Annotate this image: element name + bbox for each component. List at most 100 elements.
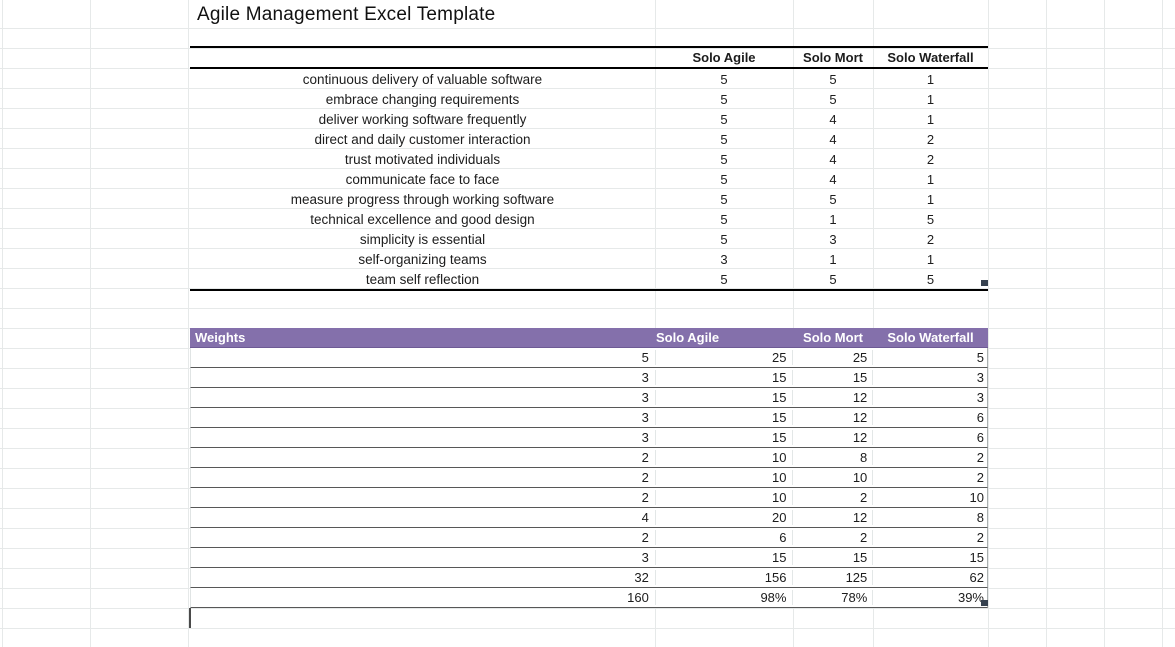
solo-agile-score-cell[interactable]: 5	[720, 151, 728, 167]
solo-agile-weighted-cell[interactable]: 15	[654, 550, 793, 565]
solo-agile-score-cell[interactable]: 5	[720, 231, 728, 247]
solo-waterfall-score-cell[interactable]: 1	[926, 171, 935, 187]
solo-agile-weighted-cell[interactable]: 10	[654, 470, 793, 485]
solo-waterfall-score-cell[interactable]: 5	[926, 211, 935, 227]
solo-waterfall-score-cell[interactable]: 1	[926, 251, 935, 267]
solo-waterfall-weighted-cell[interactable]: 3	[872, 370, 987, 385]
solo-mort-weighted-cell[interactable]: 12	[792, 510, 872, 525]
fill-handle-scores[interactable]	[981, 280, 988, 286]
col-header-solo-waterfall[interactable]: Solo Waterfall	[887, 50, 974, 65]
solo-agile-weighted-cell[interactable]: 15	[654, 370, 793, 385]
solo-agile-score-cell[interactable]: 5	[720, 171, 728, 187]
solo-agile-score-cell[interactable]: 5	[720, 111, 728, 127]
weight-cell[interactable]: 2	[641, 530, 649, 545]
solo-waterfall-weighted-cell[interactable]: 6	[872, 430, 987, 445]
criterion-cell[interactable]: measure progress through working softwar…	[290, 191, 555, 207]
solo-mort-score-cell[interactable]: 4	[829, 171, 837, 187]
weight-cell[interactable]: 3	[641, 390, 649, 405]
solo-mort-score-cell[interactable]: 1	[829, 251, 837, 267]
solo-waterfall-score-cell[interactable]: 2	[926, 231, 935, 247]
criterion-cell[interactable]: simplicity is essential	[359, 231, 486, 247]
criterion-cell[interactable]: team self reflection	[365, 271, 480, 287]
solo-mort-score-cell[interactable]: 5	[829, 71, 837, 87]
weights-col-header-solo-mort[interactable]: Solo Mort	[803, 330, 863, 345]
col-header-solo-agile[interactable]: Solo Agile	[692, 50, 756, 65]
solo-agile-weighted-cell[interactable]: 15	[654, 430, 793, 445]
criterion-cell[interactable]: embrace changing requirements	[325, 91, 520, 107]
solo-mort-weighted-cell[interactable]: 15	[792, 370, 872, 385]
weight-cell[interactable]: 5	[641, 350, 649, 365]
solo-agile-weighted-cell[interactable]: 15	[654, 410, 793, 425]
criterion-cell[interactable]: trust motivated individuals	[344, 151, 501, 167]
solo-agile-weighted-cell[interactable]: 98%	[654, 590, 793, 605]
weight-cell[interactable]: 3	[641, 410, 649, 425]
weight-cell[interactable]: 3	[641, 550, 649, 565]
solo-waterfall-weighted-cell[interactable]: 39%	[872, 590, 987, 605]
solo-waterfall-score-cell[interactable]: 1	[926, 111, 935, 127]
solo-waterfall-weighted-cell[interactable]: 62	[872, 570, 987, 585]
solo-mort-weighted-cell[interactable]: 10	[792, 470, 872, 485]
weights-header-cell[interactable]: Weights	[195, 330, 246, 345]
criterion-cell[interactable]: direct and daily customer interaction	[314, 131, 531, 147]
criterion-cell[interactable]: technical excellence and good design	[310, 211, 535, 227]
solo-waterfall-weighted-cell[interactable]: 2	[872, 530, 987, 545]
weight-cell[interactable]: 160	[627, 590, 649, 605]
solo-waterfall-weighted-cell[interactable]: 2	[872, 450, 987, 465]
solo-mort-score-cell[interactable]: 1	[829, 211, 837, 227]
weight-cell[interactable]: 2	[641, 490, 649, 505]
solo-mort-weighted-cell[interactable]: 8	[792, 450, 872, 465]
criterion-cell[interactable]: self-organizing teams	[358, 251, 487, 267]
weights-col-header-solo-agile[interactable]: Solo Agile	[656, 330, 720, 345]
solo-waterfall-score-cell[interactable]: 1	[926, 91, 935, 107]
solo-waterfall-score-cell[interactable]: 5	[926, 271, 935, 287]
solo-agile-weighted-cell[interactable]: 156	[654, 570, 793, 585]
solo-mort-score-cell[interactable]: 4	[829, 131, 837, 147]
criterion-cell[interactable]: continuous delivery of valuable software	[302, 71, 543, 87]
solo-mort-weighted-cell[interactable]: 2	[792, 490, 872, 505]
solo-mort-weighted-cell[interactable]: 25	[792, 350, 872, 365]
solo-agile-score-cell[interactable]: 5	[720, 71, 728, 87]
criterion-cell[interactable]: communicate face to face	[345, 171, 500, 187]
solo-waterfall-score-cell[interactable]: 1	[926, 191, 935, 207]
weight-cell[interactable]: 2	[641, 470, 649, 485]
solo-waterfall-weighted-cell[interactable]: 5	[872, 350, 987, 365]
solo-mort-weighted-cell[interactable]: 15	[792, 550, 872, 565]
solo-waterfall-score-cell[interactable]: 2	[926, 131, 935, 147]
solo-waterfall-weighted-cell[interactable]: 6	[872, 410, 987, 425]
solo-waterfall-weighted-cell[interactable]: 10	[872, 490, 987, 505]
solo-agile-score-cell[interactable]: 5	[720, 211, 728, 227]
fill-handle-weights[interactable]	[981, 600, 988, 606]
weight-cell[interactable]: 4	[641, 510, 649, 525]
solo-agile-score-cell[interactable]: 5	[720, 271, 728, 287]
solo-waterfall-score-cell[interactable]: 1	[926, 71, 935, 87]
solo-agile-score-cell[interactable]: 3	[720, 251, 728, 267]
solo-waterfall-weighted-cell[interactable]: 15	[872, 550, 987, 565]
solo-mort-score-cell[interactable]: 5	[829, 191, 837, 207]
solo-mort-weighted-cell[interactable]: 12	[792, 390, 872, 405]
solo-agile-weighted-cell[interactable]: 6	[654, 530, 793, 545]
solo-mort-weighted-cell[interactable]: 125	[792, 570, 872, 585]
solo-agile-score-cell[interactable]: 5	[720, 131, 728, 147]
solo-mort-weighted-cell[interactable]: 78%	[792, 590, 872, 605]
solo-mort-score-cell[interactable]: 5	[829, 271, 837, 287]
weight-cell[interactable]: 3	[641, 370, 649, 385]
solo-mort-weighted-cell[interactable]: 12	[792, 430, 872, 445]
solo-mort-score-cell[interactable]: 3	[829, 231, 837, 247]
solo-mort-score-cell[interactable]: 4	[829, 111, 837, 127]
solo-waterfall-weighted-cell[interactable]: 2	[872, 470, 987, 485]
weight-cell[interactable]: 32	[634, 570, 649, 585]
solo-agile-weighted-cell[interactable]: 10	[654, 450, 793, 465]
solo-waterfall-score-cell[interactable]: 2	[926, 151, 935, 167]
solo-waterfall-weighted-cell[interactable]: 8	[872, 510, 987, 525]
criterion-cell[interactable]: deliver working software frequently	[318, 111, 527, 127]
solo-agile-weighted-cell[interactable]: 15	[654, 390, 793, 405]
weight-cell[interactable]: 3	[641, 430, 649, 445]
solo-agile-score-cell[interactable]: 5	[720, 191, 728, 207]
solo-agile-weighted-cell[interactable]: 10	[654, 490, 793, 505]
solo-waterfall-weighted-cell[interactable]: 3	[872, 390, 987, 405]
col-header-solo-mort[interactable]: Solo Mort	[803, 50, 863, 65]
weight-cell[interactable]: 2	[641, 450, 649, 465]
solo-mort-score-cell[interactable]: 4	[829, 151, 837, 167]
weights-col-header-solo-waterfall[interactable]: Solo Waterfall	[887, 330, 974, 345]
solo-agile-weighted-cell[interactable]: 20	[654, 510, 793, 525]
